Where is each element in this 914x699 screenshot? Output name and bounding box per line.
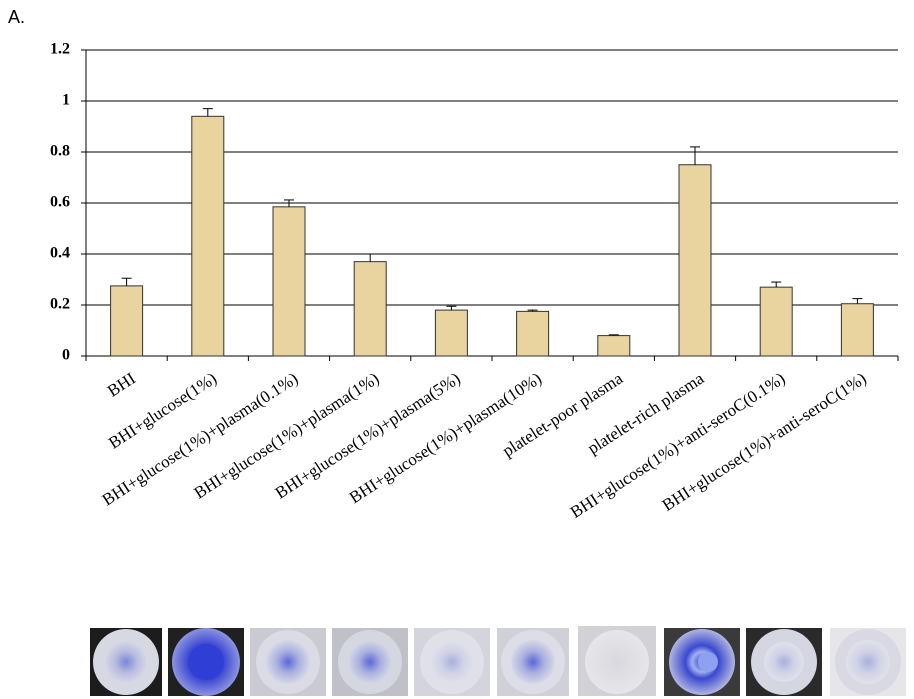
y-tick-label: 0	[62, 347, 70, 364]
bar	[517, 311, 549, 356]
panel-label: A.	[8, 7, 25, 27]
bar	[354, 262, 386, 356]
x-tick-label: BHI	[104, 369, 139, 401]
y-tick-label: 0.6	[50, 194, 70, 211]
bar	[598, 336, 630, 356]
bar	[192, 116, 224, 356]
chart: A. 00.20.40.60.811.2BHIBHI+glucose(1%)BH…	[0, 0, 914, 699]
y-tick-label: 0.4	[50, 245, 70, 262]
bar	[435, 310, 467, 356]
y-tick-label: 1.2	[50, 41, 70, 58]
well-images	[90, 626, 906, 696]
bar	[111, 286, 143, 356]
bar	[679, 165, 711, 356]
y-tick-label: 0.8	[50, 143, 70, 160]
bar	[273, 207, 305, 356]
bar	[841, 304, 873, 356]
bar	[760, 287, 792, 356]
y-tick-label: 1	[62, 92, 70, 109]
y-tick-label: 0.2	[50, 296, 70, 313]
